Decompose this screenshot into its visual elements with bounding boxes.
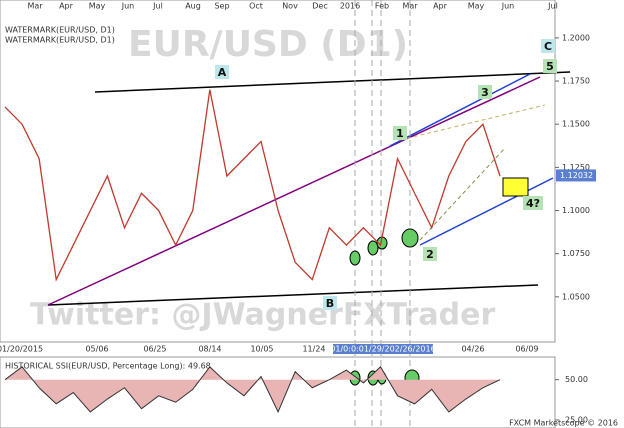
top-axis-label: Apr	[59, 2, 74, 11]
top-axis-label: 2016	[340, 2, 360, 11]
top-axis-label: Nov	[282, 2, 298, 11]
x-tick-label: 01/0:0:01/29/202/26/2016	[330, 345, 435, 354]
y-tick-label: 1.0750	[562, 249, 590, 258]
ssi-title: HISTORICAL SSI(EUR/USD, Percentage Long)…	[5, 362, 211, 371]
watermark-line: WATERMARK(EUR/USD, D1)	[5, 26, 115, 35]
top-axis-label: May	[468, 2, 485, 11]
top-axis-label: Feb	[375, 2, 389, 11]
watermark-line: WATERMARK(EUR/USD, D1)	[5, 36, 115, 45]
annotation: 4?	[526, 197, 540, 210]
watermark-title: EUR/USD (D1)	[128, 24, 408, 65]
ssi-tick-label: 25.00	[565, 415, 588, 424]
x-tick-label: 10/05	[250, 345, 273, 354]
top-axis-label: May	[89, 2, 106, 11]
annotation: 5	[546, 60, 554, 73]
x-tick-label: 06/25	[143, 345, 166, 354]
x-tick-label: 01/20/2015	[0, 345, 43, 354]
top-axis-label: Jul	[547, 2, 558, 11]
price-line	[4, 89, 501, 282]
date-highlight	[333, 344, 433, 354]
annotation: 2	[426, 248, 434, 261]
top-axis-label: Jun	[121, 2, 135, 11]
y-tick-label: 1.0500	[562, 292, 590, 301]
watermark-twitter: Twitter: @JWagnerFXTrader	[30, 298, 495, 333]
x-tick-label: 06/09	[515, 345, 538, 354]
top-axis-label: Mar	[402, 2, 418, 11]
ssi-tick-label: 50.00	[565, 375, 588, 384]
top-axis-label: Mar	[27, 2, 43, 11]
top-axis-label: Sep	[214, 2, 229, 11]
x-tick-label: 04/26	[461, 345, 484, 354]
annotation: B	[326, 297, 334, 310]
ssi-area	[5, 366, 500, 412]
annotation-box	[215, 65, 229, 79]
y-tick-label: 1.1000	[562, 206, 590, 215]
annotation-box	[478, 85, 492, 99]
annotation-box	[393, 126, 407, 140]
top-axis-label: Jul	[152, 2, 163, 11]
top-axis-label: Oct	[249, 2, 263, 11]
trend-lines	[47, 0, 571, 428]
y-tick-label: 1.1500	[562, 120, 590, 129]
annotation: 1	[396, 127, 404, 140]
annotation-box	[423, 247, 437, 261]
annotation-box	[543, 59, 557, 73]
top-axis-label: Apr	[433, 2, 448, 11]
annotation-box	[523, 196, 543, 210]
ssi-line	[4, 366, 501, 414]
footer: FXCM Marketscope © 2016	[509, 419, 618, 428]
y-tick-label: 1.2000	[562, 33, 590, 42]
x-tick-label: 05/06	[85, 345, 108, 354]
top-axis-label: Dec	[312, 2, 327, 11]
annotation-box	[541, 39, 555, 53]
x-tick-label: 08/14	[198, 345, 221, 354]
annotation: C	[544, 40, 552, 53]
annotation: 3	[481, 86, 489, 99]
annotation: A	[218, 66, 227, 79]
y-tick-label: 1.1750	[562, 77, 590, 86]
last-price-label: 1.12032	[560, 171, 593, 180]
top-axis-label: Aug	[185, 2, 201, 11]
last-price-box	[556, 169, 596, 182]
x-tick-label: 11/24	[302, 345, 325, 354]
top-axis-label: Jun	[501, 2, 515, 11]
annotation-box	[323, 296, 337, 310]
y-tick-label: 1.1250	[562, 163, 590, 172]
